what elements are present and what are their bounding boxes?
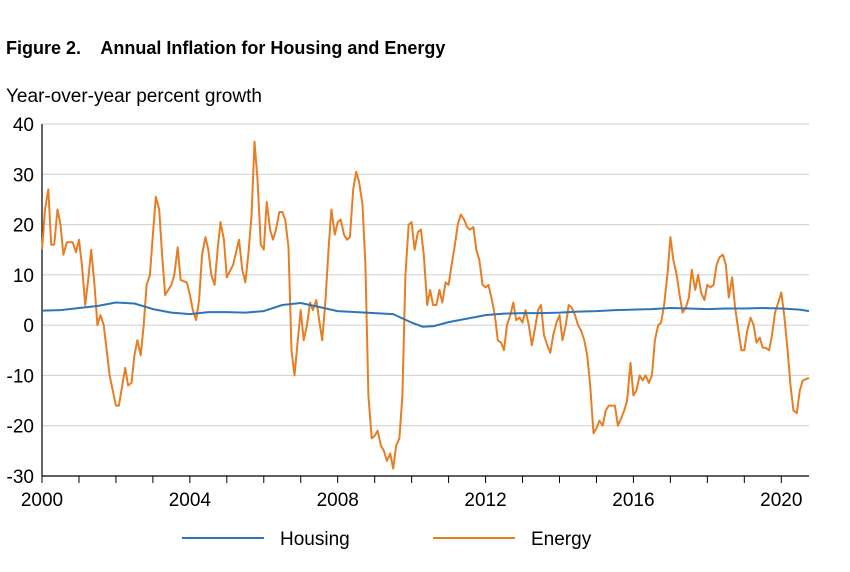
figure-title-text: Annual Inflation for Housing and Energy [100,38,446,58]
x-tick-label: 2016 [612,490,654,511]
y-tick-label: -30 [7,467,34,488]
y-tick-label: 20 [13,216,34,237]
x-tick-label: 2020 [760,490,802,511]
y-tick-labels: 40 30 20 10 0 -10 -20 -30 [7,115,34,488]
x-tick-label: 2008 [317,490,359,511]
x-tick-label: 2012 [464,490,506,511]
legend-label-energy: Energy [531,529,592,550]
y-tick-label: 10 [13,266,34,287]
figure-title: Figure 2. Annual Inflation for Housing a… [6,38,445,59]
legend: Housing Energy [182,529,592,550]
y-tick-label: -20 [7,417,34,438]
gridlines [41,123,809,477]
y-tick-label: -10 [7,366,34,387]
series-line-housing [41,301,810,328]
x-tick-label: 2000 [21,490,63,511]
y-axis-label: Year-over-year percent growth [6,86,262,107]
series-line-energy [41,140,810,470]
x-tick-label: 2004 [169,490,212,511]
legend-label-housing: Housing [280,529,350,550]
series-lines [41,140,810,470]
figure-number: Figure 2. [6,38,82,58]
y-tick-label: 0 [23,316,34,337]
x-axis: 2000 2004 2008 2012 2016 2020 [21,476,802,511]
y-tick-label: 40 [13,115,34,136]
y-tick-label: 30 [13,165,34,186]
